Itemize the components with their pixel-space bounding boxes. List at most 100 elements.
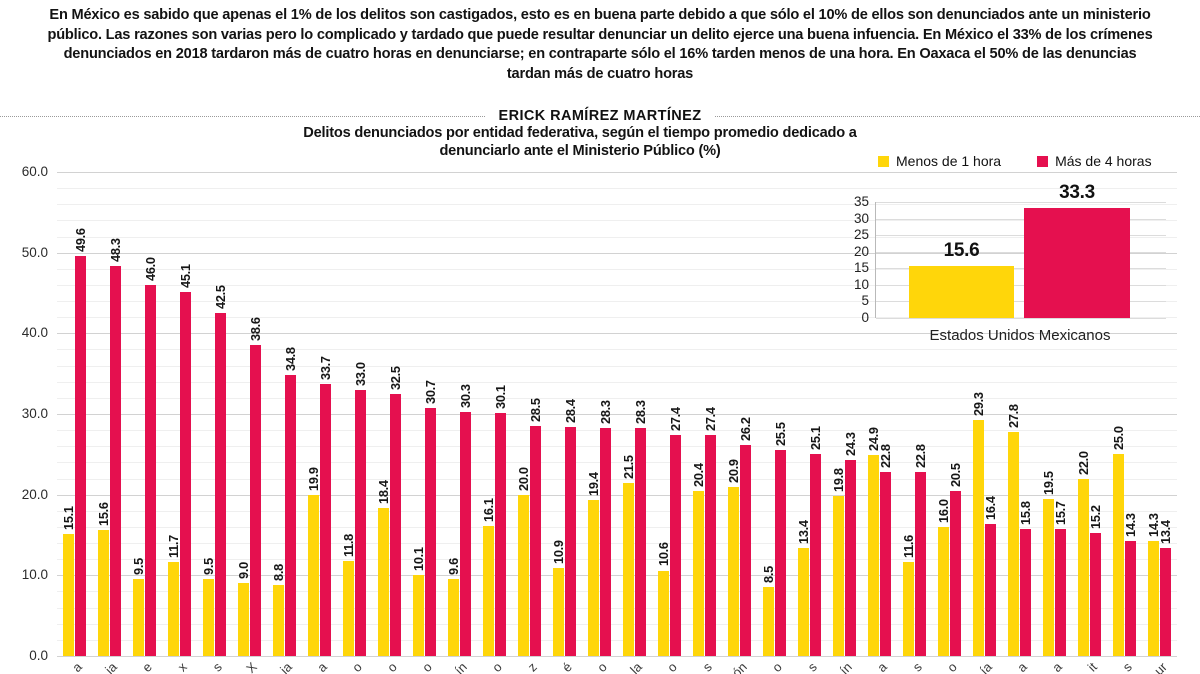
bar-value-label: 15.6 [943,240,980,262]
bar-menos-de-1-hora [168,561,179,656]
bar-value-label: 38.6 [248,316,263,341]
legend-swatch-yellow [878,155,889,167]
legend-label-mas: Más de 4 horas [1055,153,1152,169]
gridline [57,510,1177,512]
x-tick-label: o [418,659,435,674]
bar-menos-de-1-hora [448,578,459,656]
legend-item-mas: Más de 4 horas [1037,153,1152,169]
bar-mas-de-4-horas [845,459,856,656]
bar-menos-de-1-hora [833,496,844,656]
bar-mas-de-4-horas [390,393,401,656]
byline: ERICK RAMÍREZ MARTÍNEZ [498,108,702,124]
bar-value-label: 27.4 [703,407,718,431]
gridline [57,639,1177,641]
gridline [57,236,1177,238]
bar-mas-de-4-horas [1055,529,1066,656]
legend: Menos de 1 hora Más de 4 horas [878,153,1152,169]
intro-text: En México es sabido que apenas el 1% de … [47,7,1153,82]
bar-value-label: 28.3 [633,399,648,424]
main-chart-plot: 15.1 49.6 15.6 48.3 9.5 46.0 11.7 45.1 9.5 42.5 9.… [57,172,1177,657]
bar-menos-de-1-hora [1043,498,1054,656]
x-tick-label: s [699,659,715,674]
bar-value-label: 14.3 [1123,512,1138,537]
bar-value-label: 30.1 [493,385,508,410]
bar-menos-de-1-hora [868,455,879,656]
gridline [57,478,1177,480]
x-tick-label: X [242,659,260,674]
bar-menos-de-1-hora [483,526,494,656]
bar-mas-de-4-horas [1024,207,1130,318]
bar-menos-de-1-hora [343,560,354,656]
bar-value-label: 28.3 [598,399,613,424]
gridline [57,381,1177,383]
x-tick-label: ín [451,659,470,674]
bar-value-label: 13.4 [796,520,811,544]
bar-menos-de-1-hora [658,570,669,656]
bar-mas-de-4-horas [1020,528,1031,656]
bar-menos-de-1-hora [1078,478,1089,656]
bar-value-label: 15.7 [1053,501,1068,526]
bar-value-label: 8.5 [761,566,776,584]
bar-value-label: 9.6 [446,557,461,575]
y-tick-label: 0.0 [29,648,48,663]
y-tick-label: 15 [853,260,869,276]
bar-value-label: 22.8 [913,444,928,469]
x-tick-label: ia [101,659,120,674]
y-tick-label: 50.0 [21,244,48,260]
x-tick-label: ón [728,659,750,674]
bar-value-label: 10.1 [411,546,426,571]
bar-menos-de-1-hora [588,499,599,656]
bar-menos-de-1-hora [518,494,529,656]
gridline [57,430,1177,432]
bar-value-label: 8.8 [271,564,286,581]
bar-value-label: 16.0 [936,499,951,523]
bar-menos-de-1-hora [553,568,564,656]
bar-value-label: 28.5 [528,398,543,423]
bar-value-label: 22.0 [1076,450,1091,475]
y-tick-label: 30.0 [21,406,48,421]
gridline [876,301,1166,303]
gridline [57,559,1177,561]
bar-menos-de-1-hora [133,579,144,656]
bar-value-label: 33.0 [353,362,368,386]
bar-value-label: 26.2 [738,416,753,441]
bar-mas-de-4-horas [775,450,786,656]
bar-menos-de-1-hora [763,587,774,656]
bar-value-label: 9.0 [236,562,251,580]
y-tick-label: 35 [853,194,869,209]
gridline [57,462,1177,464]
bar-value-label: 19.8 [831,468,846,493]
y-tick-label: 5 [861,293,869,309]
bar-value-label: 33.7 [318,356,333,381]
bar-menos-de-1-hora [1148,540,1159,656]
x-tick-label: a [1013,659,1030,674]
gridline [57,526,1177,528]
gridline [57,349,1177,351]
bar-value-label: 46.0 [143,257,158,281]
bar-menos-de-1-hora [378,507,389,656]
bar-value-label: 20.0 [516,466,531,491]
gridline [57,446,1177,448]
x-tick-label: a [873,659,890,674]
bar-mas-de-4-horas [320,384,331,656]
bar-mas-de-4-horas [495,413,506,656]
gridline [57,333,1177,335]
bar-value-label: 15.8 [1018,500,1033,525]
bar-value-label: 9.5 [201,558,216,576]
bar-menos-de-1-hora [413,574,424,656]
bar-value-label: 27.4 [668,407,683,431]
bar-value-label: 24.3 [843,432,858,456]
bar-menos-de-1-hora [203,579,214,656]
bar-mas-de-4-horas [985,523,996,656]
y-tick-label: 60.0 [21,164,48,179]
x-tick-label: a [68,659,85,674]
bar-mas-de-4-horas [705,434,716,656]
gridline [57,204,1177,206]
legend-swatch-red [1037,155,1049,167]
bar-value-label: 48.3 [108,238,123,263]
bar-value-label: 42.5 [213,285,228,310]
x-tick-label: o [488,659,505,674]
gridline [876,318,1166,319]
bar-menos-de-1-hora [623,482,634,656]
bar-mas-de-4-horas [880,472,891,656]
